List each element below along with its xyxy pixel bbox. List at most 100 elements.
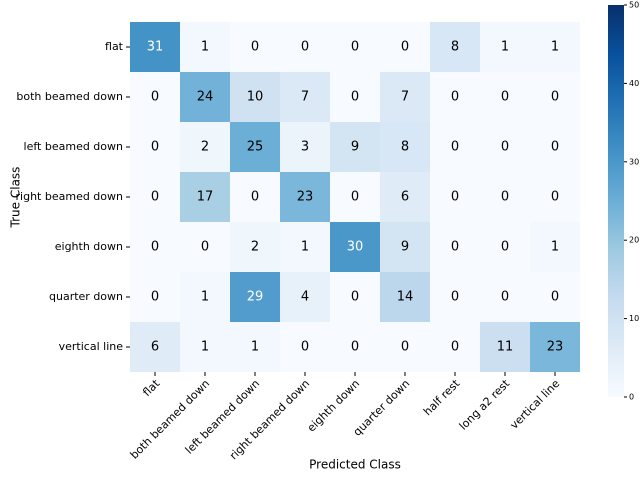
colorbar-tick-label: 30 (629, 157, 639, 166)
heatmap-cell (280, 122, 330, 172)
heatmap-cell (130, 272, 180, 322)
heatmap-cell (480, 22, 530, 72)
heatmap-cell (130, 72, 180, 122)
cell-label: 0 (451, 190, 459, 205)
cell-label: 0 (151, 240, 159, 255)
cell-label: 0 (201, 240, 209, 255)
x-tick-label: vertical line (508, 377, 563, 432)
heatmap-cell (480, 72, 530, 122)
cell-label: 2 (201, 140, 209, 155)
y-tick-label: eighth down (55, 240, 123, 253)
heatmap-cell (480, 322, 530, 372)
heatmap-cell (280, 172, 330, 222)
heatmap-cell (230, 172, 280, 222)
cell-label: 0 (301, 340, 309, 355)
cell-label: 7 (301, 90, 309, 105)
cell-label: 2 (251, 240, 259, 255)
heatmap-cell (530, 322, 580, 372)
heatmap-cell (480, 172, 530, 222)
y-tick-label: quarter down (49, 290, 123, 303)
heatmap-cell (330, 122, 380, 172)
cell-label: 17 (197, 190, 214, 205)
heatmap-cell (380, 122, 430, 172)
heatmap-cell (280, 22, 330, 72)
cell-label: 0 (551, 290, 559, 305)
heatmap-cell (180, 322, 230, 372)
colorbar-tick-label: 10 (629, 314, 639, 323)
cell-label: 0 (151, 90, 159, 105)
colorbar-tick-label: 0 (629, 393, 634, 402)
x-axis-label: Predicted Class (309, 458, 401, 472)
cell-label: 30 (347, 240, 364, 255)
cell-label: 0 (351, 340, 359, 355)
cell-label: 0 (151, 140, 159, 155)
cell-label: 1 (201, 40, 209, 55)
cell-label: 9 (401, 240, 409, 255)
heatmap-cell (330, 222, 380, 272)
cell-label: 0 (351, 40, 359, 55)
cell-label: 25 (247, 140, 264, 155)
cell-label: 1 (251, 340, 259, 355)
heatmap-cell (180, 122, 230, 172)
cell-label: 7 (401, 90, 409, 105)
cell-label: 9 (351, 140, 359, 155)
cell-label: 0 (401, 340, 409, 355)
cell-label: 10 (247, 90, 264, 105)
y-tick-label: right beamed down (16, 190, 124, 203)
cell-label: 23 (297, 190, 314, 205)
cell-label: 24 (197, 90, 214, 105)
heatmap-cell (230, 72, 280, 122)
cell-label: 1 (551, 40, 559, 55)
heatmap-cell (380, 172, 430, 222)
heatmap-cell (280, 72, 330, 122)
heatmap-cell (230, 272, 280, 322)
heatmap-cell (280, 222, 330, 272)
cell-label: 1 (551, 240, 559, 255)
heatmap-cell (430, 172, 480, 222)
heatmap-cell (280, 322, 330, 372)
heatmap-cell (480, 222, 530, 272)
cell-label: 14 (397, 290, 414, 305)
heatmap-cell (380, 272, 430, 322)
cell-label: 0 (501, 240, 509, 255)
cell-label: 6 (151, 340, 159, 355)
cell-label: 0 (251, 190, 259, 205)
heatmap-cell (180, 22, 230, 72)
cell-label: 3 (301, 140, 309, 155)
cell-label: 0 (501, 90, 509, 105)
cell-label: 0 (501, 140, 509, 155)
cell-label: 31 (147, 40, 164, 55)
heatmap-cell (230, 322, 280, 372)
heatmap-cell (230, 22, 280, 72)
heatmap-cell (130, 322, 180, 372)
cell-label: 0 (351, 290, 359, 305)
heatmap-cell (530, 272, 580, 322)
cell-label: 0 (551, 140, 559, 155)
cell-label: 0 (301, 40, 309, 55)
cell-label: 0 (451, 90, 459, 105)
y-tick-label: vertical line (59, 340, 124, 353)
heatmap-cell (430, 22, 480, 72)
cell-label: 1 (201, 290, 209, 305)
colorbar-tick-label: 50 (629, 1, 639, 10)
y-tick-label: both beamed down (16, 90, 123, 103)
colorbar (608, 5, 624, 397)
x-tick-label: half rest (421, 377, 463, 419)
cell-label: 0 (151, 290, 159, 305)
heatmap-cell (180, 72, 230, 122)
heatmap-cell (130, 172, 180, 222)
heatmap-cell (430, 72, 480, 122)
heatmap-cell (480, 272, 530, 322)
heatmap-cell (330, 22, 380, 72)
heatmap-cell (330, 72, 380, 122)
heatmap-cell (180, 272, 230, 322)
heatmap-cell (480, 122, 530, 172)
cell-label: 1 (501, 40, 509, 55)
cell-label: 4 (301, 290, 309, 305)
heatmap-cell (530, 172, 580, 222)
colorbar-tick-label: 40 (629, 79, 639, 88)
y-tick-label: left beamed down (24, 140, 123, 153)
cell-label: 6 (401, 190, 409, 205)
x-tick-label: long a2 rest (457, 377, 513, 433)
